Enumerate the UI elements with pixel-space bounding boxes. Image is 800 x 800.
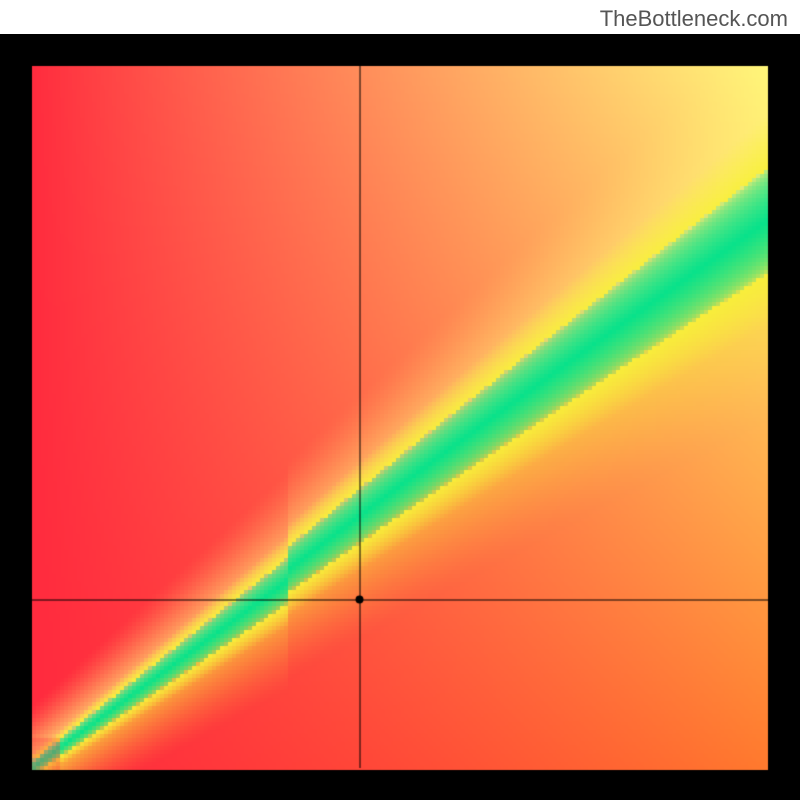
heatmap-container bbox=[0, 34, 800, 800]
watermark-text: TheBottleneck.com bbox=[600, 6, 788, 32]
root: TheBottleneck.com bbox=[0, 0, 800, 800]
bottleneck-heatmap bbox=[0, 34, 800, 800]
